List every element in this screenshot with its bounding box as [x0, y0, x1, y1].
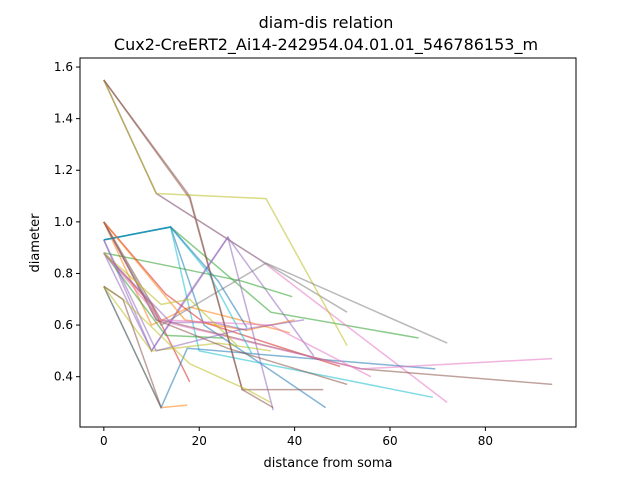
series-line-19: [103, 285, 271, 352]
y-tick-label: 0.4: [54, 370, 73, 384]
series-line-5: [103, 235, 315, 357]
series-line-21: [103, 226, 248, 329]
series-line-31: [103, 285, 162, 408]
series-line-11: [103, 286, 436, 410]
x-tick-label: 80: [478, 434, 493, 448]
y-tick-label: 1.6: [54, 60, 73, 74]
series-line-23: [103, 252, 224, 339]
y-tick-label: 1.2: [54, 163, 73, 177]
x-axis: 0 20 40 60 80: [100, 427, 493, 448]
x-tick-label: 20: [192, 434, 207, 448]
x-tick-label: 0: [100, 434, 108, 448]
series-line-24: [103, 252, 248, 331]
y-tick-label: 1.4: [54, 112, 73, 126]
series-layer: [103, 79, 553, 411]
series-line-14: [103, 221, 341, 368]
series-line-27: [103, 252, 238, 347]
series-line-25: [103, 221, 348, 386]
chart-subtitle: Cux2-CreERT2_Ai14-242954.04.01.01_546786…: [114, 35, 538, 55]
y-tick-label: 0.8: [54, 266, 73, 280]
series-line-18: [103, 221, 448, 344]
y-tick-label: 0.6: [54, 318, 73, 332]
y-axis: 0.4 0.6 0.8 1.0 1.2 1.4 1.6: [54, 60, 80, 384]
x-tick-label: 40: [287, 434, 302, 448]
series-line-15: [103, 235, 274, 411]
series-line-28: [103, 79, 274, 409]
x-axis-label: distance from soma: [264, 456, 393, 471]
plot-frame: [79, 57, 577, 428]
chart-title: diam-dis relation: [259, 13, 394, 32]
y-axis-label: diameter: [28, 213, 43, 273]
series-line-26: [103, 252, 372, 378]
series-line-29: [103, 239, 305, 352]
x-tick-label: 60: [382, 434, 397, 448]
y-tick-label: 1.0: [54, 215, 73, 229]
series-line-9: [103, 79, 348, 347]
